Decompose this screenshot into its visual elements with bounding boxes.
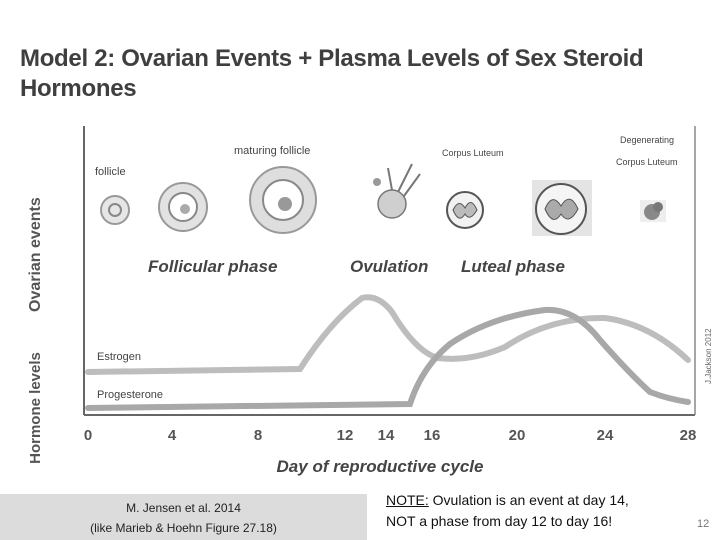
note-line-1: NOTE: Ovulation is an event at day 14, [386, 490, 686, 511]
note-text: NOTE: Ovulation is an event at day 14, N… [386, 490, 686, 532]
luteal-phase-label: Luteal phase [461, 257, 565, 276]
note-label: NOTE: [386, 492, 429, 508]
x-tick-14: 14 [378, 427, 395, 444]
mature-corpus-luteum-drawing [532, 180, 592, 236]
progesterone-curve [85, 306, 691, 411]
figure-caption: M. Jensen et al. 2014 (like Marieb & Hoe… [0, 494, 367, 540]
ovarian-cycle-figure: Ovarian events Hormone levels follicle m… [0, 112, 720, 482]
follicular-phase-label: Follicular phase [148, 257, 277, 276]
x-tick-16: 16 [424, 427, 441, 444]
caption-line-2: (like Marieb & Hoehn Figure 27.18) [90, 521, 277, 535]
caption-line-1: M. Jensen et al. 2014 [126, 501, 241, 515]
x-tick-12: 12 [337, 427, 354, 444]
x-tick-4: 4 [168, 427, 177, 444]
ovulation-drawing [373, 163, 421, 219]
estrogen-label: Estrogen [97, 351, 141, 363]
degenerating-corpus-luteum-drawing [640, 200, 666, 222]
x-tick-0: 0 [84, 427, 92, 444]
note-line-2: NOT a phase from day 12 to day 16! [386, 513, 613, 529]
x-tick-24: 24 [597, 427, 614, 444]
progesterone-label: Progesterone [97, 389, 163, 401]
maturing-follicle-label: maturing follicle [234, 145, 310, 157]
ovarian-events-axis-label: Ovarian events [27, 197, 44, 312]
ovulation-label: Ovulation [350, 257, 428, 276]
maturing-follicle-drawing [249, 166, 317, 234]
growing-follicle-drawing [158, 182, 208, 232]
note-text-1: Ovulation is an event at day 14, [428, 492, 629, 508]
figure-svg: Ovarian events Hormone levels follicle m… [27, 126, 713, 476]
corpus-luteum-label: Corpus Luteum [442, 148, 504, 158]
x-axis-label: Day of reproductive cycle [277, 457, 484, 476]
x-tick-28: 28 [680, 427, 697, 444]
x-tick-20: 20 [509, 427, 526, 444]
corpus-luteum-drawing [446, 191, 484, 229]
slide-title: Model 2: Ovarian Events + Plasma Levels … [20, 45, 644, 102]
follicle-drawing [100, 195, 130, 225]
degenerating-label: Degenerating [620, 135, 674, 145]
x-tick-labels: 0 4 8 12 14 16 20 24 28 [84, 427, 697, 444]
page-number: 12 [697, 518, 710, 530]
figure-credit: J.Jackson 2012 [704, 328, 713, 384]
degenerating-corpus-luteum-label: Corpus Luteum [616, 157, 678, 167]
follicle-label: follicle [95, 166, 126, 178]
x-tick-8: 8 [254, 427, 262, 444]
hormone-levels-axis-label: Hormone levels [27, 352, 44, 464]
